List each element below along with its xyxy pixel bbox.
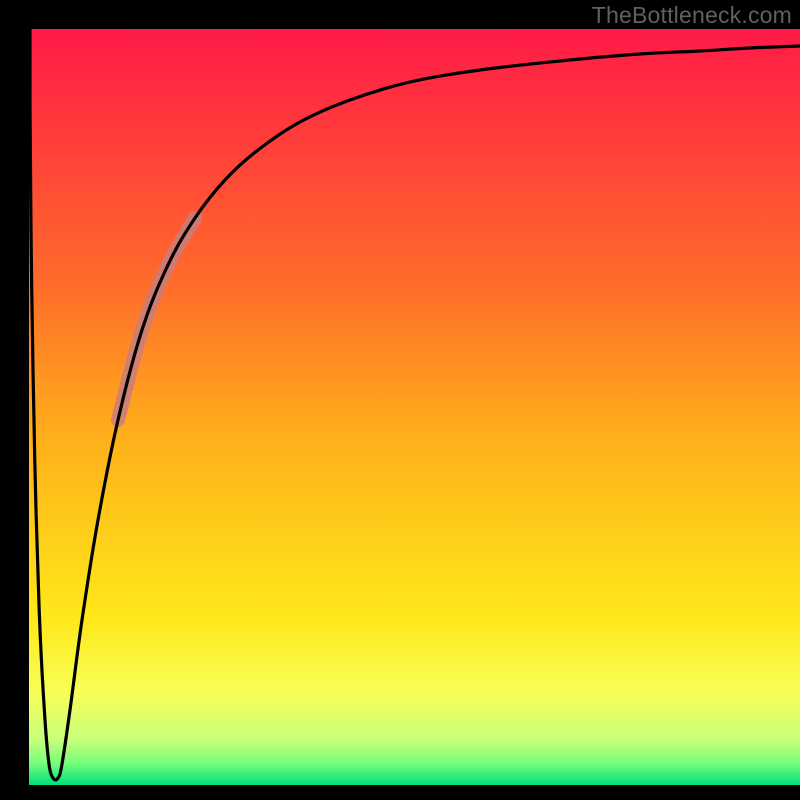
curve-layer	[0, 0, 800, 800]
curve-highlight-segment	[118, 218, 195, 420]
bottleneck-curve	[30, 29, 800, 780]
chart-root: { "watermark": "TheBottleneck.com", "can…	[0, 0, 800, 800]
